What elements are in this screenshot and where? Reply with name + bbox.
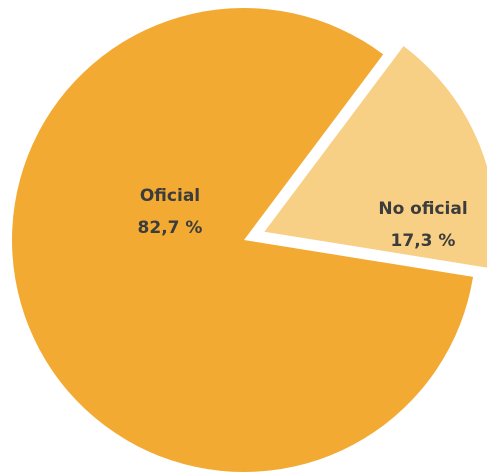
slice-label-oficial: Oficial: [140, 186, 200, 206]
slice-value-oficial: 82,7 %: [138, 218, 203, 238]
slice-no-oficial: [264, 46, 487, 268]
slice-value-no-oficial: 17,3 %: [391, 231, 456, 251]
slice-label-no-oficial: No oficial: [378, 199, 467, 219]
slice-oficial: [11, 7, 474, 472]
